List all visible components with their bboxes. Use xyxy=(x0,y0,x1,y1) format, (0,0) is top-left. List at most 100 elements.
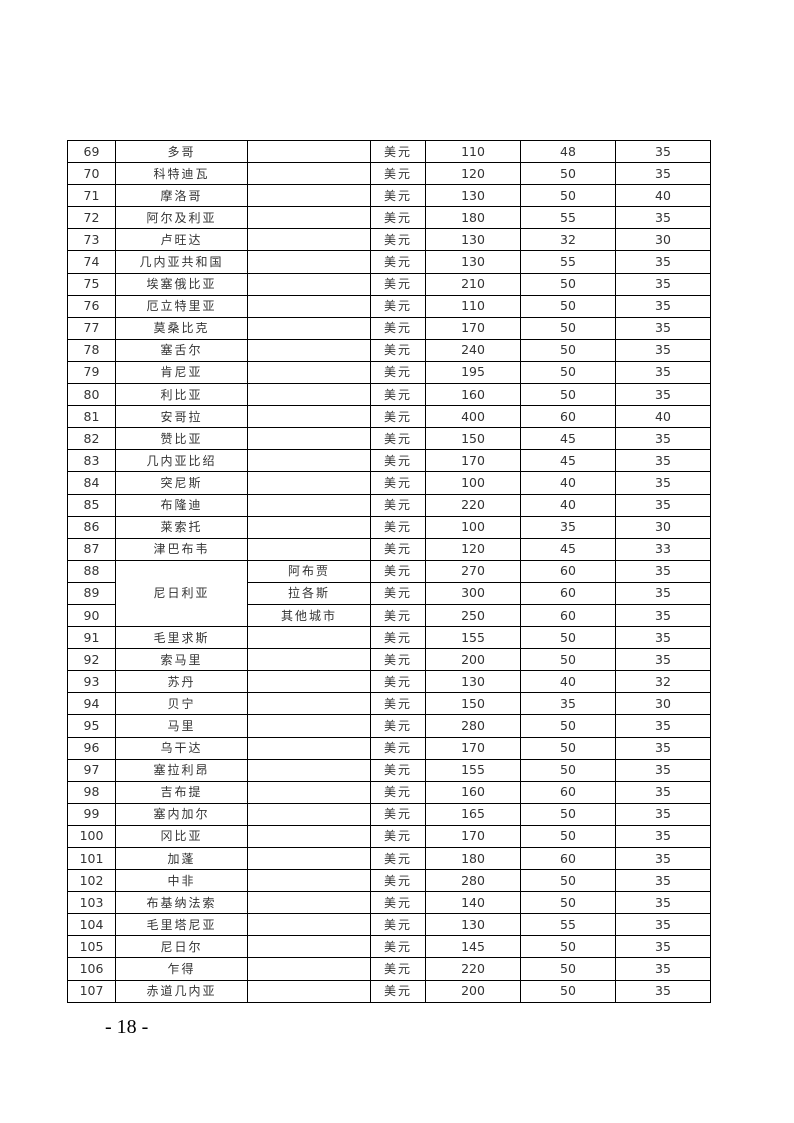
value-cell-1: 130 xyxy=(425,250,521,274)
table-row: 97 塞拉利昂 美元 155 50 35 xyxy=(67,758,711,782)
value-cell-2: 50 xyxy=(520,162,616,186)
value-cell-1: 240 xyxy=(425,338,521,362)
value-cell-1: 170 xyxy=(425,736,521,760)
table-row: 87 津巴布韦 美元 120 45 33 xyxy=(67,537,711,561)
city-cell xyxy=(247,824,371,849)
city-cell xyxy=(247,935,371,959)
currency-cell: 美元 xyxy=(370,648,426,672)
country-cell: 莫桑比克 xyxy=(115,316,248,340)
number-cell: 86 xyxy=(67,515,116,539)
table-row: 103 布基纳法索 美元 140 50 35 xyxy=(67,891,711,915)
number-cell: 73 xyxy=(67,228,116,252)
table-row: 80 利比亚 美元 160 50 35 xyxy=(67,383,711,407)
country-cell: 几内亚共和国 xyxy=(115,250,248,274)
city-cell xyxy=(247,670,371,694)
city-cell xyxy=(247,714,371,738)
value-cell-2: 55 xyxy=(520,913,616,937)
value-cell-3: 35 xyxy=(615,846,711,871)
value-cell-3: 35 xyxy=(615,449,711,473)
number-cell: 107 xyxy=(67,979,116,1003)
value-cell-1: 110 xyxy=(425,139,521,164)
value-cell-2: 45 xyxy=(520,427,616,451)
value-cell-2: 60 xyxy=(520,603,616,628)
country-cell: 尼日尔 xyxy=(115,935,248,959)
value-cell-2: 50 xyxy=(520,714,616,738)
table-row: 106 乍得 美元 220 50 35 xyxy=(67,957,711,981)
city-cell xyxy=(247,206,371,230)
currency-cell: 美元 xyxy=(370,891,426,915)
table-body: 69 多哥 美元 110 48 35 70 科特迪瓦 美元 120 50 35 71 摩洛哥 美元 130 50… xyxy=(67,139,711,1003)
number-cell: 81 xyxy=(67,405,116,429)
value-cell-3: 35 xyxy=(615,206,711,230)
country-cell: 布隆迪 xyxy=(115,493,248,517)
value-cell-3: 35 xyxy=(615,802,711,826)
currency-cell: 美元 xyxy=(370,139,426,164)
city-cell xyxy=(247,515,371,539)
city-cell xyxy=(247,471,371,495)
value-cell-1: 170 xyxy=(425,824,521,849)
country-cell: 摩洛哥 xyxy=(115,184,248,208)
value-cell-2: 50 xyxy=(520,294,616,318)
number-cell: 100 xyxy=(67,824,116,849)
number-cell: 83 xyxy=(67,449,116,473)
value-cell-1: 300 xyxy=(425,581,521,605)
number-cell: 96 xyxy=(67,736,116,760)
value-cell-3: 35 xyxy=(615,427,711,451)
country-cell: 尼日利亚 xyxy=(115,559,248,628)
value-cell-2: 48 xyxy=(520,139,616,164)
city-cell xyxy=(247,869,371,893)
currency-cell: 美元 xyxy=(370,581,426,605)
value-cell-2: 50 xyxy=(520,935,616,959)
currency-cell: 美元 xyxy=(370,913,426,937)
number-cell: 75 xyxy=(67,272,116,296)
city-cell xyxy=(247,228,371,252)
city-cell xyxy=(247,184,371,208)
city-cell xyxy=(247,648,371,672)
table-row: 88 尼日利亚 阿布贾 美元 270 60 35 xyxy=(67,559,711,628)
value-cell-1: 145 xyxy=(425,935,521,959)
city-cell xyxy=(247,360,371,385)
number-cell: 104 xyxy=(67,913,116,937)
value-cell-2: 60 xyxy=(520,581,616,605)
value-cell-1: 270 xyxy=(425,559,521,583)
country-cell: 肯尼亚 xyxy=(115,360,248,385)
country-cell: 塞舌尔 xyxy=(115,338,248,362)
currency-cell: 美元 xyxy=(370,979,426,1003)
value-cell-3: 35 xyxy=(615,383,711,407)
number-cell: 98 xyxy=(67,780,116,804)
currency-cell: 美元 xyxy=(370,449,426,473)
country-cell: 津巴布韦 xyxy=(115,537,248,561)
value-cell-3: 35 xyxy=(615,272,711,296)
country-cell: 布基纳法索 xyxy=(115,891,248,915)
country-cell: 乌干达 xyxy=(115,736,248,760)
city-cell: 其他城市 xyxy=(247,603,371,628)
value-cell-3: 35 xyxy=(615,891,711,915)
currency-cell: 美元 xyxy=(370,758,426,782)
country-cell: 加蓬 xyxy=(115,846,248,871)
currency-cell: 美元 xyxy=(370,206,426,230)
table-row: 70 科特迪瓦 美元 120 50 35 xyxy=(67,162,711,186)
value-cell-3: 35 xyxy=(615,581,711,605)
value-cell-3: 30 xyxy=(615,515,711,539)
table-row: 98 吉布提 美元 160 60 35 xyxy=(67,780,711,804)
table-row: 99 塞内加尔 美元 165 50 35 xyxy=(67,802,711,826)
country-cell: 埃塞俄比亚 xyxy=(115,272,248,296)
value-cell-3: 35 xyxy=(615,935,711,959)
country-cell: 马里 xyxy=(115,714,248,738)
currency-cell: 美元 xyxy=(370,272,426,296)
number-cell: 90 xyxy=(67,603,116,628)
table-row: 82 赞比亚 美元 150 45 35 xyxy=(67,427,711,451)
value-cell-2: 35 xyxy=(520,515,616,539)
value-cell-3: 40 xyxy=(615,184,711,208)
value-cell-2: 55 xyxy=(520,206,616,230)
number-cell: 103 xyxy=(67,891,116,915)
number-cell: 92 xyxy=(67,648,116,672)
value-cell-2: 40 xyxy=(520,493,616,517)
table-row: 78 塞舌尔 美元 240 50 35 xyxy=(67,338,711,362)
city-cell xyxy=(247,250,371,274)
value-cell-1: 150 xyxy=(425,427,521,451)
value-cell-2: 40 xyxy=(520,471,616,495)
table-row: 85 布隆迪 美元 220 40 35 xyxy=(67,493,711,517)
number-cell: 77 xyxy=(67,316,116,340)
city-cell xyxy=(247,294,371,318)
